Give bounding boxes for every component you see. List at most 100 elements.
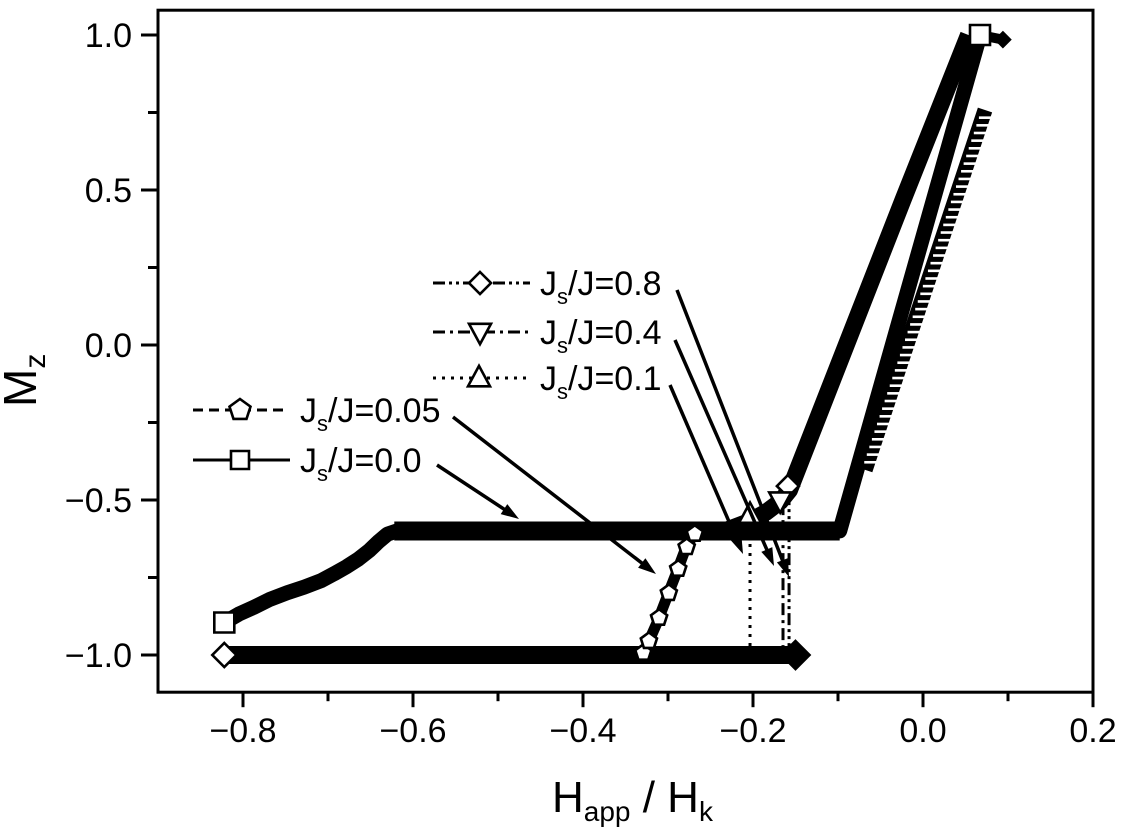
legend-label: Js/J=0.0 — [300, 442, 422, 486]
hatch-tick — [948, 208, 962, 211]
x-tick-label: −0.4 — [549, 712, 616, 750]
hatch-tick — [953, 192, 967, 196]
legend-square-marker — [229, 449, 251, 471]
hatch-tick — [935, 246, 949, 250]
hatch-tick — [905, 338, 919, 342]
hatch-tick — [902, 346, 916, 349]
hatch-tick — [876, 422, 890, 426]
pentagon-marker — [649, 607, 669, 627]
open-square-marker — [968, 23, 992, 47]
arrow-line — [675, 289, 787, 569]
axes: −0.8 −0.6 −0.4 −0.2 0.0 0.2 1.0 0.5 0.0 −0.5 −1.0 — [65, 8, 1117, 750]
band-tip-marker — [779, 639, 812, 671]
arrow-line — [668, 384, 741, 546]
hatch-tick — [933, 254, 947, 257]
hatch-tick — [976, 124, 990, 127]
arrow-line — [451, 415, 650, 570]
hatch-tick — [930, 261, 944, 265]
legend-label: Js/J=0.05 — [300, 392, 440, 436]
hatch-tick — [894, 369, 908, 372]
hatch-tick — [917, 300, 931, 303]
open-triangle-down-marker — [767, 491, 794, 516]
hatch-tick — [971, 139, 985, 142]
hatch-tick — [897, 361, 911, 365]
x-tick-label: −0.6 — [379, 712, 446, 750]
hatch-tick — [874, 430, 888, 433]
hatch-tick — [958, 177, 972, 181]
hatch-tick — [869, 445, 883, 449]
pentagon-marker — [677, 536, 697, 556]
arrow-line — [673, 339, 772, 558]
hatch-tick — [922, 284, 936, 288]
hatch-tick — [966, 154, 980, 158]
x-tick-label: −0.2 — [719, 712, 786, 750]
hatch-tick — [968, 147, 982, 150]
hatch-tick — [920, 292, 934, 296]
hatch-tick — [940, 231, 954, 234]
hatch-tick — [978, 116, 992, 119]
legend-diamond-marker — [467, 270, 493, 296]
hatch-tick — [915, 307, 929, 311]
annotation-arrows — [436, 289, 789, 577]
hatch-tick — [973, 131, 987, 135]
legend-pentagon-marker — [227, 397, 253, 421]
x-tick-label: 0.2 — [1069, 712, 1116, 750]
pentagon-marker — [685, 523, 705, 543]
arrow-head — [500, 504, 519, 519]
arrow-head — [730, 535, 743, 554]
legend-triangle-down-marker — [466, 322, 494, 347]
series-js0-branch — [220, 32, 988, 629]
legend-label: Js/J=0.8 — [540, 265, 662, 309]
hatch-tick — [910, 323, 924, 326]
hatch-tick — [864, 460, 878, 464]
y-tick-label: 0.0 — [85, 327, 132, 365]
hatch-tick — [945, 215, 959, 219]
hatch-tick — [912, 315, 926, 319]
hatch-tick — [961, 169, 975, 173]
legend: Js/J=0.8 Js/J=0.4Js/J=0.1 Js/J=0.05 Js/J=0.… — [193, 265, 662, 486]
hatch-tick — [892, 376, 906, 380]
y-tick-label: 1.0 — [85, 17, 132, 55]
open-diamond-marker — [210, 641, 239, 669]
hatch-tick — [882, 407, 896, 410]
pentagon-marker — [639, 630, 659, 650]
arrow-line — [436, 463, 512, 515]
x-tick-label: −0.8 — [209, 712, 276, 750]
legend-label: Js/J=0.4 — [540, 314, 662, 358]
y-tick-label: −0.5 — [65, 482, 132, 520]
x-tick-label: 0.0 — [899, 712, 946, 750]
hatch-tick — [925, 277, 939, 280]
arrow-head — [761, 547, 774, 566]
hatch-tick — [907, 330, 921, 334]
open-diamond-marker — [994, 30, 1012, 49]
hatch-tick — [938, 238, 952, 242]
hatch-tick — [871, 437, 885, 441]
open-square-marker — [213, 611, 236, 634]
pentagon-marker — [668, 558, 688, 578]
axis-labels: Happ / Hk Mz — [0, 354, 714, 827]
legend-triangle-up-marker — [465, 363, 493, 388]
hatch-tick — [899, 353, 913, 357]
hatch-tick — [927, 269, 941, 273]
pentagon-marker — [659, 582, 679, 602]
hatch-tick — [879, 415, 893, 418]
arrow-head — [776, 558, 789, 577]
hatch-tick — [884, 399, 898, 403]
hatch-tick — [887, 392, 901, 395]
legend-entry-0.4: Js/J=0.4 — [433, 314, 662, 358]
curves — [220, 30, 1004, 671]
x-axis-label: Happ / Hk — [552, 773, 714, 827]
plot-frame — [156, 8, 1095, 694]
legend-entry-0.1: Js/J=0.1 — [433, 360, 662, 404]
legend-entry-0.8: Js/J=0.8 — [433, 265, 662, 309]
hatch-tick — [963, 162, 977, 165]
hatch-tick — [866, 453, 880, 456]
y-axis-label: Mz — [0, 354, 52, 407]
legend-label: Js/J=0.1 — [540, 360, 662, 404]
legend-entry-0.0: Js/J=0.0 — [193, 442, 422, 486]
hatch-tick — [955, 185, 969, 188]
hatch-tick — [943, 223, 957, 227]
y-tick-label: 0.5 — [85, 172, 132, 210]
